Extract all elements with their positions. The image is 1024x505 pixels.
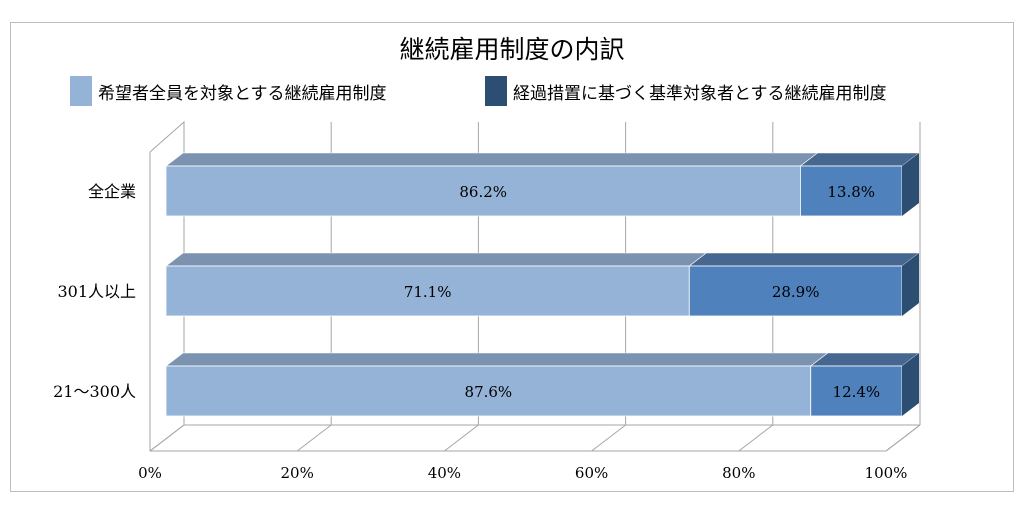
bar-top-face bbox=[165, 352, 829, 367]
bar-segment bbox=[165, 365, 812, 417]
bar-top-face bbox=[799, 152, 920, 167]
x-tick-label: 60% bbox=[575, 464, 608, 482]
bar-top-face bbox=[809, 352, 920, 367]
data-label: 87.6% bbox=[465, 383, 513, 401]
x-tick-label: 0% bbox=[138, 464, 162, 482]
bar-segment bbox=[810, 365, 903, 417]
legend-label-series-2: 経過措置に基づく基準対象者とする継続雇用制度 bbox=[513, 83, 887, 104]
x-tick-label: 80% bbox=[722, 464, 755, 482]
bar-side-face bbox=[902, 153, 919, 216]
category-label: 21～300人 bbox=[53, 382, 136, 401]
gridline-floor bbox=[149, 424, 185, 452]
legend-item-series-2: 経過措置に基づく基準対象者とする継続雇用制度 bbox=[485, 76, 887, 106]
legend-swatch-series-2 bbox=[485, 76, 507, 106]
x-tick-label: 100% bbox=[865, 464, 908, 482]
data-label: 71.1% bbox=[404, 283, 452, 301]
gridline-floor bbox=[444, 424, 479, 452]
bar-top-face bbox=[165, 252, 708, 267]
bar-top-face bbox=[165, 152, 819, 167]
legend-swatch-series-1 bbox=[70, 76, 92, 106]
gridline-floor bbox=[885, 424, 921, 452]
data-label: 12.4% bbox=[833, 383, 881, 401]
legend-item-series-1: 希望者全員を対象とする継続雇用制度 bbox=[70, 76, 387, 106]
bar-segment bbox=[800, 165, 903, 217]
category-label: 全企業 bbox=[88, 182, 136, 201]
bar-side-face bbox=[902, 353, 919, 416]
x-tick-label: 40% bbox=[428, 464, 461, 482]
legend-label-series-1: 希望者全員を対象とする継続雇用制度 bbox=[98, 83, 387, 104]
bar-side-face bbox=[902, 253, 919, 316]
bar-top-face bbox=[688, 252, 920, 267]
chart-title: 継続雇用制度の内訳 bbox=[399, 35, 625, 64]
bar-segment bbox=[165, 165, 801, 217]
gridline-floor bbox=[738, 424, 774, 452]
gridline-floor bbox=[591, 424, 626, 452]
data-label: 13.8% bbox=[827, 183, 875, 201]
x-tick-label: 20% bbox=[281, 464, 314, 482]
gridline-floor bbox=[296, 424, 332, 452]
category-label: 301人以上 bbox=[57, 282, 136, 301]
data-label: 86.2% bbox=[459, 183, 507, 201]
bar-segment bbox=[688, 265, 903, 317]
data-label: 28.9% bbox=[772, 283, 820, 301]
